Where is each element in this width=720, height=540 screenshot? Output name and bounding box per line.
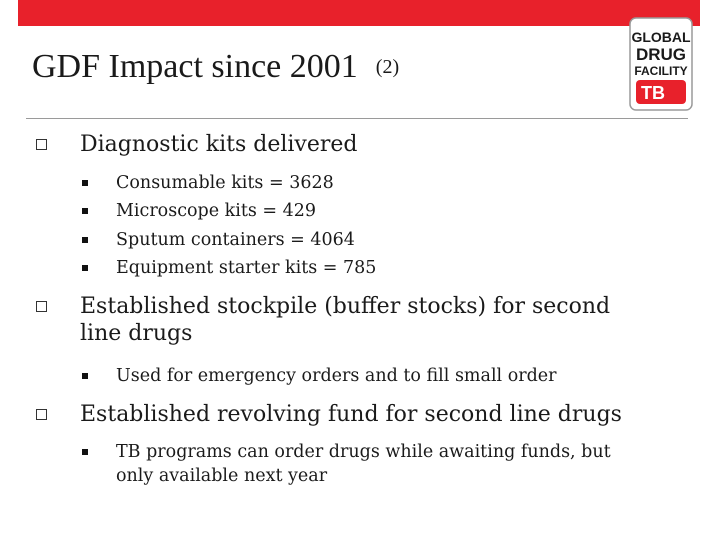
title-divider (26, 118, 688, 119)
sub-bullet: Used for emergency orders and to fill sm… (82, 364, 557, 388)
bullet-2: Established stockpile (buffer stocks) fo… (36, 293, 610, 347)
slide-title-suffix: (2) (375, 56, 400, 78)
filled-square-bullet-icon (82, 373, 88, 379)
logo-line2: DRUG (636, 45, 686, 64)
slide-title-text: GDF Impact since 2001 (32, 48, 358, 85)
hollow-square-bullet-icon (36, 409, 47, 420)
bullet-3: Established revolving fund for second li… (36, 401, 622, 428)
filled-square-bullet-icon (82, 237, 88, 243)
filled-square-bullet-icon (82, 449, 88, 455)
sub-bullet: Equipment starter kits = 785 (82, 256, 376, 280)
sub-bullet: Sputum containers = 4064 (82, 228, 355, 252)
hollow-square-bullet-icon (36, 301, 47, 312)
filled-square-bullet-icon (82, 208, 88, 214)
logo-line3: FACILITY (634, 64, 687, 78)
bullet-1: Diagnostic kits delivered (36, 131, 358, 158)
sub-bullet: TB programs can order drugs while awaiti… (82, 440, 611, 488)
hollow-square-bullet-icon (36, 139, 47, 150)
global-drug-facility-logo: GLOBAL DRUG FACILITY TB (629, 17, 693, 111)
sub-bullet: Consumable kits = 3628 (82, 171, 334, 195)
logo-line1: GLOBAL (631, 29, 691, 45)
top-red-bar (18, 0, 700, 26)
logo-badge: TB (641, 83, 665, 103)
filled-square-bullet-icon (82, 180, 88, 186)
filled-square-bullet-icon (82, 265, 88, 271)
sub-bullet: Microscope kits = 429 (82, 199, 316, 223)
slide-title: GDF Impact since 2001 (2) (32, 48, 399, 86)
